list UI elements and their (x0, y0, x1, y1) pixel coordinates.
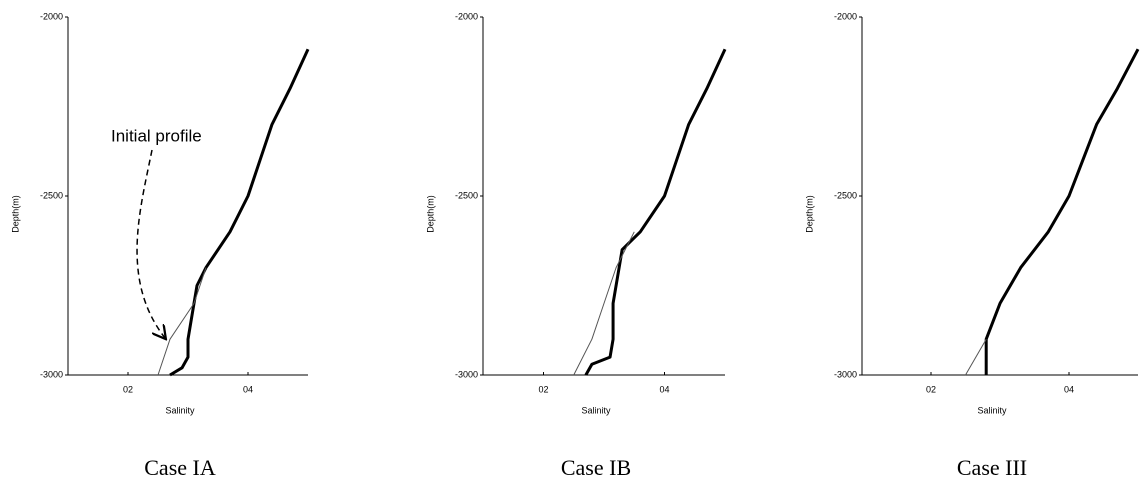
annotation: Initial profile (111, 126, 202, 145)
y-axis-label: Depth(m) (10, 195, 20, 233)
x-tick-label: 04 (243, 384, 253, 394)
y-axis-label: Depth(m) (425, 195, 435, 233)
x-axis-label: Salinity (581, 405, 611, 415)
caption: Case IA (144, 455, 216, 480)
y-tick-label: -2500 (40, 190, 63, 200)
y-tick-label: -2500 (834, 190, 857, 200)
x-tick-label: 04 (1064, 384, 1074, 394)
caption: Case IB (561, 455, 631, 480)
x-tick-label: 04 (659, 384, 669, 394)
profile-line (169, 48, 310, 377)
profile-line (984, 48, 1140, 375)
y-tick-label: -3000 (40, 369, 63, 379)
initial-profile-line (157, 267, 207, 376)
y-tick-label: -2000 (455, 11, 478, 21)
x-tick-label: 02 (926, 384, 936, 394)
y-tick-label: -2000 (40, 11, 63, 21)
y-tick-label: -2500 (455, 190, 478, 200)
profile-line (584, 48, 727, 376)
x-tick-label: 02 (123, 384, 133, 394)
initial-profile-line (965, 338, 987, 376)
y-tick-label: -3000 (455, 369, 478, 379)
annotation-arrow (136, 149, 165, 338)
y-axis-label: Depth(m) (804, 195, 814, 233)
caption: Case III (957, 455, 1027, 480)
x-axis-label: Salinity (165, 405, 195, 415)
initial-profile-line (573, 231, 635, 376)
x-axis-label: Salinity (977, 405, 1007, 415)
x-tick-label: 02 (538, 384, 548, 394)
y-tick-label: -2000 (834, 11, 857, 21)
y-tick-label: -3000 (834, 369, 857, 379)
